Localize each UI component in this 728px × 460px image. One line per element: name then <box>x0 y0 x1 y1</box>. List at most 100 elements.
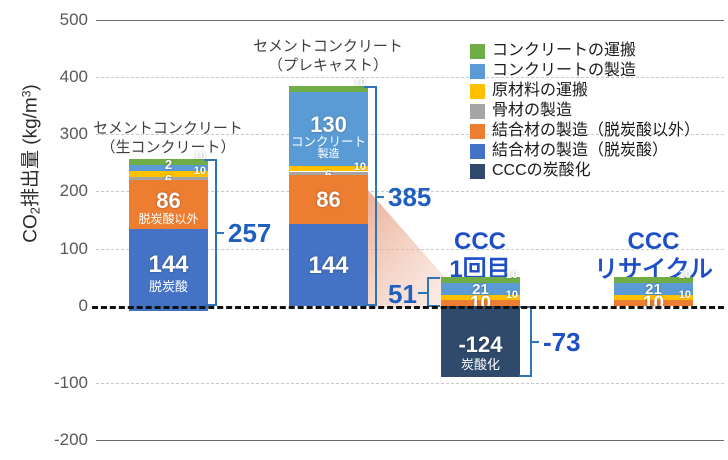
legend-label-concrete-transport: コンクリートの運搬 <box>492 42 637 60</box>
bar-ccc-first-positive[interactable]: 10 21 10 10 <box>441 270 520 313</box>
total-value-1: 257 <box>228 218 272 248</box>
bar-ccc-recycle[interactable]: 10 21 10 10 <box>614 270 693 313</box>
segment-aggregate-2: 6 <box>289 168 368 181</box>
segment-raw-material-transport-3: 10 <box>441 289 520 301</box>
legend-swatch-icon-ccc-carbonation <box>470 163 485 179</box>
segment-value-binder-non-decarbonation-4: 10 <box>642 293 665 315</box>
positive-bracket-3 <box>427 277 440 307</box>
positive-bracket-tick-3 <box>418 292 427 294</box>
legend-item-aggregate-manufacture: 骨材の製造 <box>470 102 700 121</box>
y-tick-500: 500 <box>59 10 88 29</box>
bar-caption-1: セメントコンクリート （生コンクリート） <box>88 120 248 158</box>
bar-caption-3-line1: CCC <box>454 228 506 255</box>
y-tick-m100: -100 <box>53 373 88 392</box>
legend-label-raw-material-transport: 原材料の運搬 <box>492 82 589 100</box>
segment-label-concrete-manufacture-2-line1: コンクリート <box>290 134 366 149</box>
segment-value-concrete-manufacture-1: 2 <box>164 156 173 172</box>
total-bracket-tick-1 <box>215 232 224 234</box>
segment-value-raw-material-transport-3: 10 <box>505 288 518 301</box>
segment-label-carbonation-3: 炭酸化 <box>460 357 500 372</box>
segment-concrete-transport-4: 10 <box>614 270 693 283</box>
segment-value-raw-material-transport-2: 10 <box>353 160 366 173</box>
segment-concrete-manufacture-2: 130 コンクリート 製造 <box>289 91 368 166</box>
segment-concrete-manufacture-4: 21 <box>614 280 693 298</box>
legend: コンクリートの運搬 コンクリートの製造 原材料の運搬 骨材の製造 結合材の製造（… <box>470 42 700 182</box>
legend-item-binder-non-decarbonation: 結合材の製造（脱炭酸以外） <box>470 122 700 141</box>
segment-label-binder-decarbonation-1: 脱炭酸 <box>148 279 188 295</box>
bar-ccc-first-negative[interactable]: -124 炭酸化 <box>441 306 520 377</box>
positive-total-value-3: 51 <box>388 279 417 309</box>
segment-value-aggregate-2: 6 <box>289 168 368 181</box>
y-tick-300: 300 <box>59 124 88 143</box>
legend-swatch-icon-concrete-manufacture <box>470 63 485 79</box>
segment-raw-material-transport-1: 10 <box>129 166 208 177</box>
segment-value-concrete-manufacture-3: 21 <box>472 280 489 298</box>
legend-label-binder-non-decarbonation: 結合材の製造（脱炭酸以外） <box>492 122 701 140</box>
segment-value-binder-decarbonation-2: 144 <box>308 251 349 279</box>
segment-value-concrete-manufacture-2: 130 <box>310 111 347 137</box>
segment-value-concrete-transport-1: 10 <box>193 150 206 162</box>
segment-label-binder-non-decarbonation-1: 脱炭酸以外 <box>138 212 199 227</box>
gridline-500 <box>96 20 724 21</box>
legend-swatch-icon-aggregate-manufacture <box>470 103 485 119</box>
segment-value-aggregate-1: 6 <box>129 173 208 186</box>
zero-axis-line <box>92 306 724 309</box>
bar-caption-1-line1: セメントコンクリート <box>93 120 243 137</box>
segment-concrete-manufacture-3: 21 <box>441 280 520 298</box>
legend-swatch-icon-binder-non-decarbonation <box>470 123 485 139</box>
y-tick-200: 200 <box>59 181 88 200</box>
segment-value-concrete-manufacture-4: 21 <box>645 280 662 298</box>
y-tick-100: 100 <box>59 239 88 258</box>
segment-binder-decarbonation-1: 144 脱炭酸 <box>129 229 208 312</box>
legend-swatch-icon-concrete-transport <box>470 43 485 59</box>
bar-caption-3: CCC 1回目 <box>425 228 535 283</box>
gridline-300 <box>96 134 724 135</box>
legend-swatch-icon-binder-decarbonation <box>470 143 485 159</box>
legend-item-concrete-transport: コンクリートの運搬 <box>470 42 700 61</box>
segment-value-carbonation-3: -124 <box>458 332 503 357</box>
gridline-m100 <box>96 383 724 384</box>
bar-caption-2: セメントコンクリート （プレキャスト） <box>248 38 408 76</box>
gridline-400 <box>96 77 724 78</box>
segment-carbonation-3: -124 炭酸化 <box>441 306 520 377</box>
segment-value-concrete-transport-4: 10 <box>678 269 691 281</box>
legend-label-ccc-carbonation: CCCの炭酸化 <box>492 162 591 180</box>
bar-caption-2-line1: セメントコンクリート <box>253 38 403 55</box>
bar-caption-4: CCC リサイクル <box>586 228 721 283</box>
segment-value-raw-material-transport-1: 10 <box>193 165 206 178</box>
segment-value-concrete-transport-3: 10 <box>505 269 518 281</box>
segment-value-concrete-transport-2: 10 <box>353 77 366 89</box>
segment-value-binder-non-decarbonation-1: 86 <box>156 188 181 214</box>
legend-item-concrete-manufacture: コンクリートの製造 <box>470 62 700 81</box>
y-axis-tick-labels: 500 400 300 200 100 0 -100 -200 <box>0 0 88 460</box>
segment-value-raw-material-transport-4: 10 <box>678 288 691 301</box>
legend-item-binder-decarbonation: 結合材の製造（脱炭酸） <box>470 142 700 161</box>
y-tick-0: 0 <box>78 296 88 315</box>
bar-caption-2-line2: （プレキャスト） <box>267 56 388 74</box>
net-total-value-3: -73 <box>543 327 581 357</box>
segment-concrete-manufacture-1: 2 <box>129 158 208 172</box>
segment-binder-non-decarbonation-1: 86 脱炭酸以外 <box>129 180 208 230</box>
segment-binder-non-decarbonation-2: 86 <box>289 174 368 224</box>
legend-label-concrete-manufacture: コンクリートの製造 <box>492 62 637 80</box>
segment-concrete-transport-2: 10 <box>289 78 368 92</box>
net-bracket-tick-3 <box>530 341 539 343</box>
legend-item-raw-material-transport: 原材料の運搬 <box>470 82 700 101</box>
legend-label-binder-decarbonation: 結合材の製造（脱炭酸） <box>492 142 669 160</box>
total-value-2: 385 <box>388 182 432 212</box>
segment-value-binder-decarbonation-1: 144 <box>148 251 189 279</box>
legend-swatch-icon-raw-material-transport <box>470 83 485 99</box>
gridline-m200 <box>96 440 724 441</box>
y-tick-m200: -200 <box>53 430 88 449</box>
legend-item-ccc-carbonation: CCCの炭酸化 <box>470 162 700 181</box>
bar-caption-4-line1: CCC <box>627 228 680 255</box>
bar-cement-precast[interactable]: 10 130 コンクリート 製造 10 6 86 144 <box>289 78 368 306</box>
segment-binder-decarbonation-2: 144 <box>289 223 368 306</box>
segment-concrete-transport-3: 10 <box>441 270 520 283</box>
bar-caption-1-line2: （生コンクリート） <box>100 138 236 156</box>
gridline-200 <box>96 191 724 192</box>
segment-concrete-transport-1: 10 <box>129 151 208 165</box>
bar-cement-ready-mix[interactable]: 10 2 10 6 86 脱炭酸以外 144 脱炭酸 <box>129 151 208 312</box>
total-bracket-tick-2 <box>375 196 384 198</box>
